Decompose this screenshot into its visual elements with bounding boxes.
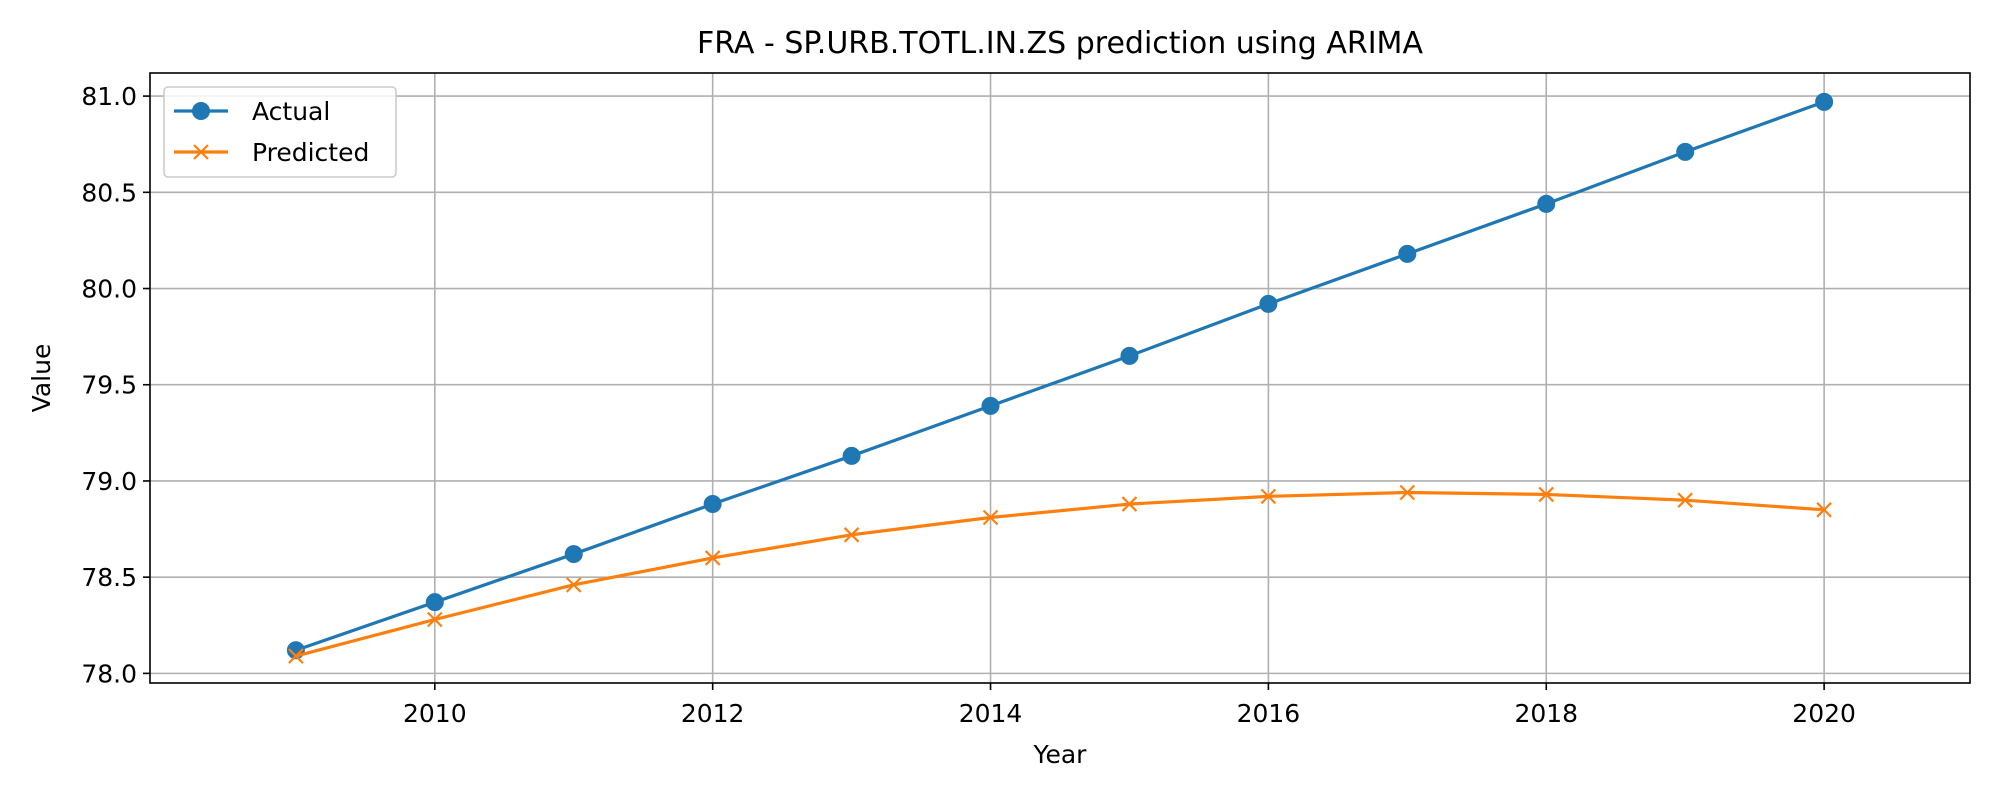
y-tick-label: 79.5 xyxy=(81,371,137,400)
predicted-line xyxy=(295,490,1825,658)
x-axis-label: Year xyxy=(1033,740,1088,769)
predicted-point xyxy=(565,577,582,593)
predicted-point xyxy=(1121,496,1138,512)
actual-point xyxy=(1259,294,1278,313)
actual-point xyxy=(564,545,583,564)
ticks: 2010 2012 2014 2016 2018 2020 78.0 78.5 79.0 79.5… xyxy=(81,82,1856,728)
actual-line xyxy=(295,100,1825,652)
x-tick-label: 2014 xyxy=(959,699,1023,728)
y-tick-label: 78.0 xyxy=(81,659,137,688)
actual-point xyxy=(842,446,861,465)
actual-point xyxy=(1815,92,1834,111)
legend-item-actual: Actual xyxy=(174,97,330,126)
x-tick-label: 2010 xyxy=(403,699,467,728)
series-predicted xyxy=(288,484,1832,664)
x-tick-label: 2012 xyxy=(681,699,745,728)
x-tick-label: 2020 xyxy=(1792,699,1856,728)
predicted-point xyxy=(704,550,721,566)
y-tick-label: 79.0 xyxy=(81,467,137,496)
y-tick-label: 78.5 xyxy=(81,563,137,592)
predicted-point xyxy=(1677,492,1693,508)
series-layer xyxy=(286,92,1834,664)
actual-point xyxy=(703,495,722,514)
actual-point xyxy=(425,593,444,612)
grid xyxy=(150,73,1970,683)
plot-frame xyxy=(149,72,1971,684)
legend-marker-predicted xyxy=(193,144,209,160)
chart-title: FRA - SP.URB.TOTL.IN.ZS prediction using… xyxy=(697,26,1423,61)
actual-point xyxy=(981,396,1000,415)
y-tick-label: 80.5 xyxy=(81,178,137,207)
y-tick-label: 81.0 xyxy=(81,82,137,111)
y-tick-label: 80.0 xyxy=(81,275,137,304)
legend-label-predicted: Predicted xyxy=(252,138,369,167)
x-tick-label: 2016 xyxy=(1237,699,1301,728)
legend-marker-actual xyxy=(192,102,210,120)
predicted-point xyxy=(1816,502,1832,518)
predicted-point xyxy=(1538,486,1555,503)
predicted-point xyxy=(1399,484,1416,501)
actual-point xyxy=(1120,346,1139,365)
actual-point xyxy=(1537,194,1556,213)
predicted-point xyxy=(843,527,860,543)
legend: Actual Predicted xyxy=(163,86,397,178)
actual-point xyxy=(1676,142,1695,161)
predicted-point xyxy=(1260,488,1277,505)
legend-item-predicted: Predicted xyxy=(174,138,369,167)
series-actual xyxy=(286,92,1834,660)
predicted-point xyxy=(427,611,443,628)
y-axis-label: Value xyxy=(27,344,56,413)
actual-point xyxy=(1398,244,1417,263)
x-tick-label: 2018 xyxy=(1514,699,1578,728)
predicted-point xyxy=(982,509,999,526)
legend-label-actual: Actual xyxy=(252,97,330,126)
predicted-point xyxy=(288,648,304,664)
